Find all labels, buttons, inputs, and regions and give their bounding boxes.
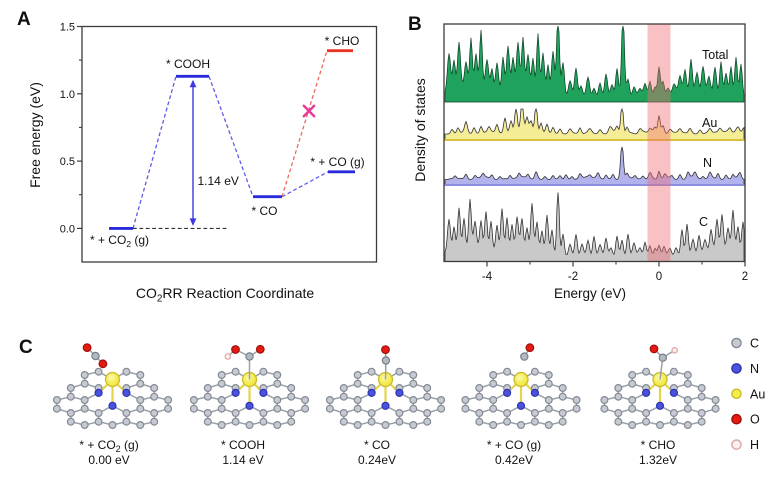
svg-text:* + CO2 (g): * + CO2 (g)	[90, 233, 149, 249]
svg-text:* + CO (g): * + CO (g)	[487, 438, 541, 452]
svg-text:0.00 eV: 0.00 eV	[88, 453, 129, 467]
svg-text:Total: Total	[702, 48, 728, 62]
svg-text:1.32eV: 1.32eV	[639, 453, 677, 467]
svg-text:* COOH: * COOH	[166, 57, 210, 71]
svg-text:N: N	[750, 362, 759, 376]
svg-text:-2: -2	[568, 271, 578, 283]
svg-text:1.0: 1.0	[60, 89, 75, 101]
svg-text:B: B	[408, 14, 422, 35]
svg-text:0: 0	[656, 271, 662, 283]
svg-text:0.0: 0.0	[60, 223, 75, 235]
svg-text:1.14 eV: 1.14 eV	[222, 453, 263, 467]
svg-text:O: O	[750, 413, 760, 427]
svg-text:1.14 eV: 1.14 eV	[198, 174, 239, 188]
svg-text:N: N	[703, 156, 712, 170]
svg-text:* CO: * CO	[364, 438, 390, 452]
svg-text:H: H	[750, 438, 759, 452]
svg-text:Energy (eV): Energy (eV)	[554, 286, 626, 301]
svg-text:* CO: * CO	[251, 204, 277, 218]
svg-text:0.5: 0.5	[60, 156, 75, 168]
svg-text:C: C	[19, 337, 33, 358]
svg-text:C: C	[750, 337, 759, 351]
svg-text:2: 2	[742, 271, 748, 283]
svg-text:Au: Au	[702, 116, 717, 130]
svg-text:0.24eV: 0.24eV	[358, 453, 396, 467]
svg-text:Au: Au	[750, 387, 765, 401]
svg-text:CO2RR Reaction Coordinate: CO2RR Reaction Coordinate	[136, 285, 315, 305]
svg-text:Density of states: Density of states	[412, 78, 428, 182]
svg-text:C: C	[699, 215, 708, 229]
svg-text:-4: -4	[482, 271, 493, 283]
svg-text:* CHO: * CHO	[325, 34, 360, 48]
svg-text:* + CO (g): * + CO (g)	[310, 155, 364, 169]
svg-text:1.5: 1.5	[60, 22, 75, 34]
svg-text:A: A	[17, 9, 31, 30]
svg-text:* CHO: * CHO	[641, 438, 676, 452]
svg-text:Free energy (eV): Free energy (eV)	[27, 82, 43, 188]
svg-text:* COOH: * COOH	[221, 438, 265, 452]
svg-text:0.42eV: 0.42eV	[495, 453, 533, 467]
svg-text:* + CO2 (g): * + CO2 (g)	[79, 438, 138, 454]
